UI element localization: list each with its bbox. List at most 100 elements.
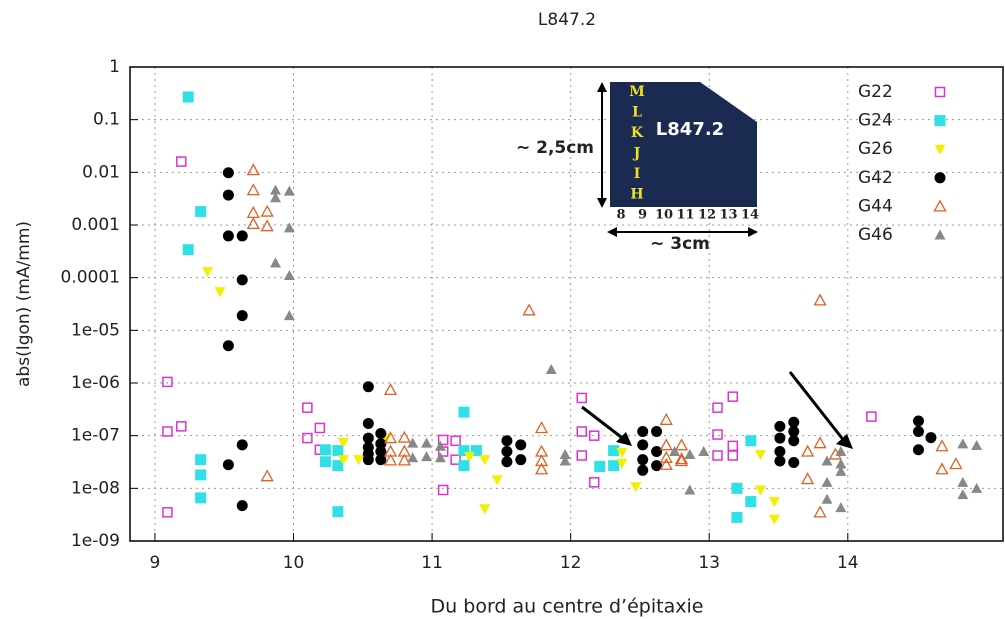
point — [616, 447, 628, 458]
point — [270, 257, 281, 268]
point — [971, 440, 983, 451]
point — [337, 438, 349, 449]
point — [949, 457, 963, 470]
point — [821, 476, 833, 487]
point — [835, 458, 847, 469]
arrow-head — [616, 432, 632, 446]
y-tick-label: 1e-06 — [71, 373, 120, 393]
inset-row-label: L — [632, 105, 642, 121]
point — [684, 484, 696, 495]
point — [214, 287, 226, 298]
point — [421, 451, 433, 462]
point — [222, 340, 234, 352]
arrow-head — [607, 227, 617, 237]
point — [659, 438, 673, 451]
point — [912, 425, 924, 437]
point — [182, 91, 194, 103]
point — [971, 482, 983, 493]
point — [813, 436, 827, 449]
y-tick-label: 0.1 — [93, 110, 120, 130]
point — [332, 506, 344, 518]
point — [195, 469, 207, 481]
inset-col-label: 13 — [719, 208, 737, 223]
point — [302, 402, 313, 413]
point — [283, 310, 295, 321]
point — [712, 429, 723, 440]
point — [458, 460, 470, 472]
point — [202, 267, 214, 278]
inset-label: L847.2 — [656, 119, 724, 140]
point — [659, 450, 673, 463]
x-tick-label: 13 — [698, 553, 720, 573]
point — [727, 450, 739, 461]
y-tick-label: 0.01 — [82, 162, 120, 182]
point — [195, 492, 207, 504]
point — [559, 455, 571, 466]
point — [727, 440, 739, 452]
point — [270, 184, 281, 195]
point — [236, 274, 248, 286]
point — [637, 454, 649, 466]
x-axis-label: Du bord au centre d’épitaxie — [431, 596, 704, 618]
point — [745, 435, 757, 447]
point — [813, 293, 827, 306]
point — [731, 482, 743, 494]
point — [745, 496, 757, 508]
x-tick-label: 9 — [150, 553, 161, 573]
point — [515, 439, 527, 451]
point — [801, 444, 815, 457]
legend-marker — [934, 144, 946, 155]
y-axis-label: abs(Igon) (mA/mm) — [14, 221, 34, 387]
legend-label: G26 — [858, 139, 893, 159]
point — [397, 453, 411, 466]
point — [458, 406, 470, 418]
point — [246, 206, 260, 219]
point — [935, 462, 949, 475]
point — [464, 452, 475, 463]
point — [362, 418, 374, 430]
x-tick-label: 11 — [421, 553, 443, 573]
point — [375, 438, 387, 450]
point — [774, 432, 786, 444]
y-tick-label: 0.001 — [71, 215, 120, 235]
legend-label: G44 — [858, 196, 893, 216]
point — [522, 303, 536, 316]
plot-area: 9 10 11 12 13 1410.10.010.0010.00011e-051e-06… — [61, 57, 1004, 573]
legend-marker — [934, 229, 946, 240]
point — [801, 472, 815, 485]
point — [608, 445, 620, 457]
point — [501, 435, 513, 447]
point — [332, 445, 344, 457]
point — [925, 432, 937, 444]
point — [246, 217, 260, 230]
point — [501, 456, 513, 468]
legend-label: G42 — [858, 168, 893, 188]
point — [684, 448, 696, 459]
point — [774, 446, 786, 458]
point — [651, 460, 663, 472]
point — [835, 465, 847, 476]
inset-row-label: H — [630, 187, 643, 203]
point — [260, 219, 274, 232]
point — [283, 269, 295, 280]
inset-row-label: I — [634, 166, 641, 182]
inset-col-label: 12 — [698, 208, 716, 223]
point — [788, 416, 800, 428]
legend-marker — [934, 86, 946, 98]
height-label: ~ 2,5cm — [516, 138, 594, 158]
point — [588, 477, 600, 488]
point — [375, 446, 387, 458]
point — [450, 454, 461, 465]
point — [479, 455, 491, 466]
point — [788, 425, 800, 437]
point — [821, 455, 833, 466]
point — [236, 500, 248, 512]
point — [314, 422, 326, 434]
legend-marker — [934, 115, 946, 127]
point — [319, 444, 331, 456]
point — [637, 439, 649, 451]
point — [407, 452, 419, 463]
point — [383, 453, 398, 466]
